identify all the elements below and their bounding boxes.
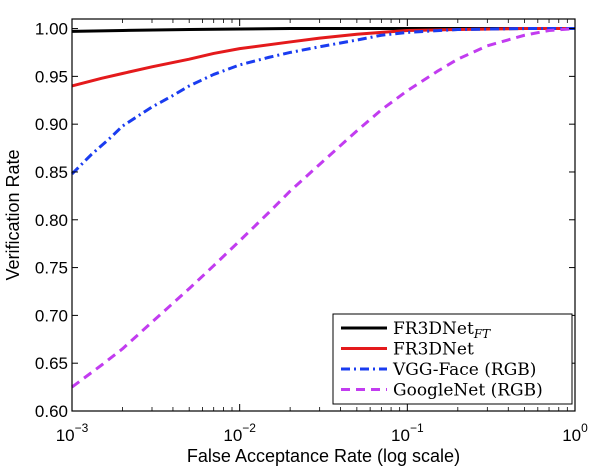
ticks-layer: 0.60 0.65 0.70 0.75 0.80 0.85 0.90 0.95 1.00 10−3… bbox=[35, 19, 588, 445]
y-axis-title: Verification Rate bbox=[3, 149, 23, 280]
y-tick-label: 0.80 bbox=[35, 211, 68, 230]
legend-label-4: GoogleNet (RGB) bbox=[393, 381, 543, 401]
series-line-3 bbox=[70, 27, 575, 175]
legend-label-1: FR3DNetFT bbox=[393, 319, 491, 341]
y-tick-label: 0.75 bbox=[35, 259, 68, 278]
y-tick-label: 0.90 bbox=[35, 115, 68, 134]
legend-label-2: FR3DNet bbox=[393, 340, 474, 360]
x-tick-label: 100 bbox=[562, 421, 588, 445]
y-tick-label: 0.95 bbox=[35, 67, 68, 86]
y-tick-label: 1.00 bbox=[35, 20, 68, 39]
series-line-2 bbox=[71, 27, 575, 88]
x-axis-title: False Acceptance Rate (log scale) bbox=[187, 446, 460, 466]
series-layer bbox=[70, 27, 576, 389]
y-tick-label: 0.70 bbox=[35, 306, 68, 325]
y-tick-label: 0.60 bbox=[35, 402, 68, 421]
series-line-4 bbox=[71, 27, 576, 389]
x-tick-label: 10−2 bbox=[223, 421, 256, 445]
x-tick-label: 10−1 bbox=[391, 421, 424, 445]
y-tick-label: 0.85 bbox=[35, 163, 68, 182]
y-tick-label: 0.65 bbox=[35, 354, 68, 373]
plot-frame bbox=[71, 18, 576, 412]
x-tick-label: 10−3 bbox=[56, 421, 89, 445]
legend-label-3: VGG-Face (RGB) bbox=[392, 360, 536, 380]
